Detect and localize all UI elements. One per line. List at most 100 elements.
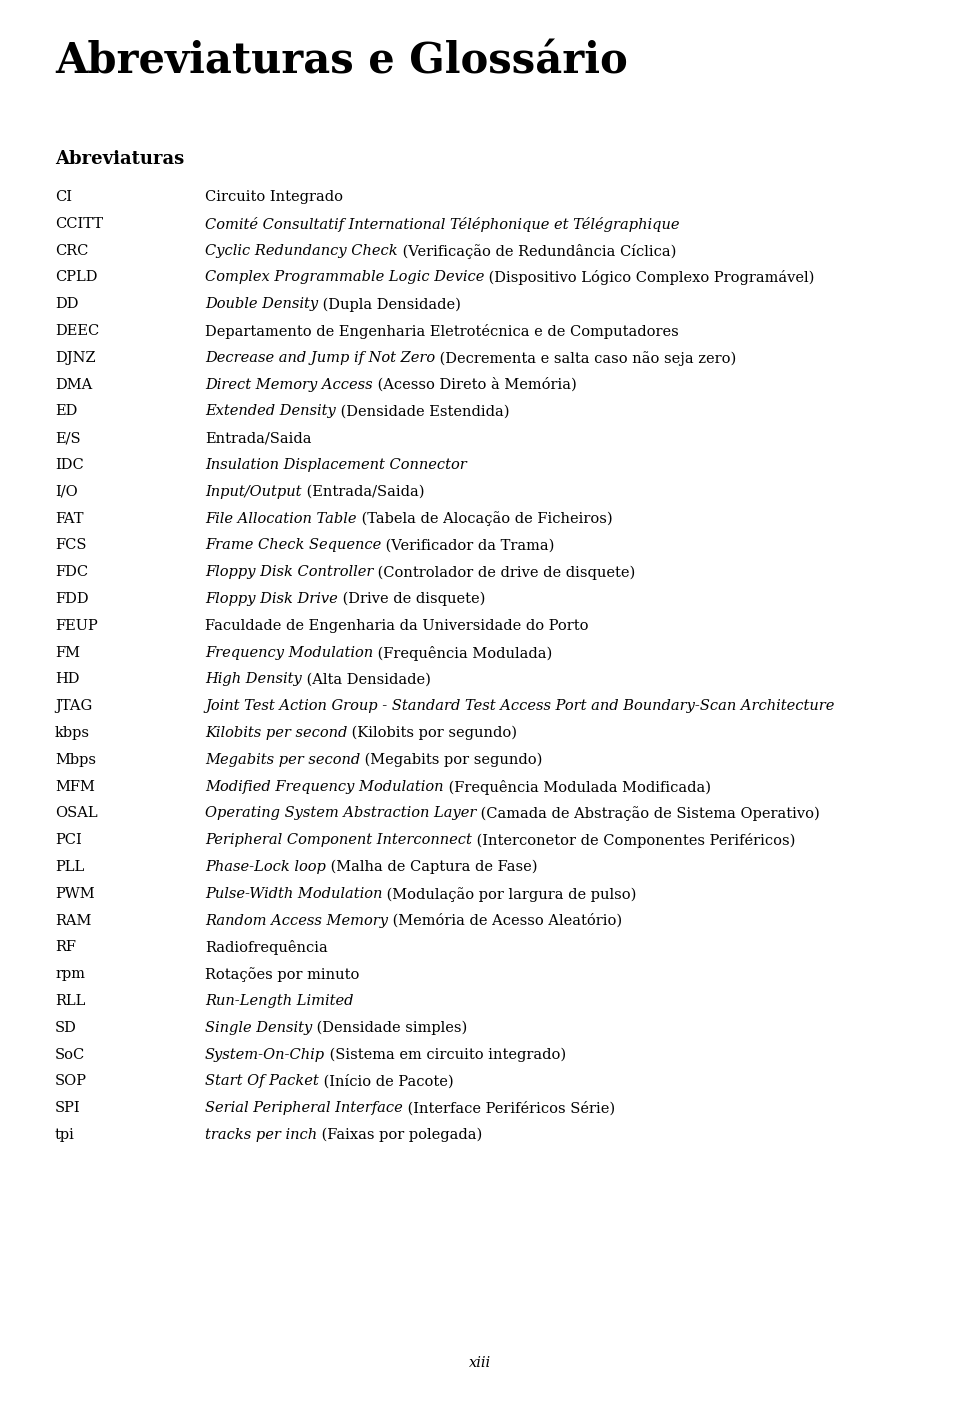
Text: DJNZ: DJNZ [55,351,96,365]
Text: Radiofrequência: Radiofrequência [205,940,327,955]
Text: Mbps: Mbps [55,753,96,767]
Text: (Memória de Acesso Aleatório): (Memória de Acesso Aleatório) [388,913,622,927]
Text: rpm: rpm [55,967,85,981]
Text: (Controlador de drive de disquete): (Controlador de drive de disquete) [373,565,636,580]
Text: (Alta Densidade): (Alta Densidade) [301,673,431,687]
Text: RF: RF [55,940,76,954]
Text: Rotações por minuto: Rotações por minuto [205,967,359,982]
Text: (Camada de Abstração de Sistema Operativo): (Camada de Abstração de Sistema Operativ… [476,806,820,822]
Text: kbps: kbps [55,726,90,740]
Text: FCS: FCS [55,538,86,552]
Text: E/S: E/S [55,431,81,445]
Text: FDD: FDD [55,592,88,606]
Text: CI: CI [55,190,72,204]
Text: DD: DD [55,298,79,311]
Text: FDC: FDC [55,565,88,579]
Text: tpi: tpi [55,1128,75,1142]
Text: (Verificador da Trama): (Verificador da Trama) [381,538,555,552]
Text: Decrease and Jump if Not Zero: Decrease and Jump if Not Zero [205,351,435,365]
Text: Kilobits per second: Kilobits per second [205,726,348,740]
Text: Phase-Lock loop: Phase-Lock loop [205,860,325,874]
Text: SoC: SoC [55,1048,85,1062]
Text: Single Density: Single Density [205,1021,312,1035]
Text: File Allocation Table: File Allocation Table [205,511,356,525]
Text: Departamento de Engenharia Eletrotécnica e de Computadores: Departamento de Engenharia Eletrotécnica… [205,325,679,339]
Text: SD: SD [55,1021,77,1035]
Text: Peripheral Component Interconnect: Peripheral Component Interconnect [205,833,472,847]
Text: Complex Programmable Logic Device: Complex Programmable Logic Device [205,270,485,284]
Text: OSAL: OSAL [55,806,98,821]
Text: HD: HD [55,673,80,687]
Text: (Frequência Modulada): (Frequência Modulada) [373,646,552,660]
Text: DMA: DMA [55,378,92,392]
Text: Frequency Modulation: Frequency Modulation [205,646,373,659]
Text: Frame Check Sequence: Frame Check Sequence [205,538,381,552]
Text: (Acesso Direto à Memória): (Acesso Direto à Memória) [372,378,576,392]
Text: ED: ED [55,405,78,419]
Text: Circuito Integrado: Circuito Integrado [205,190,343,204]
Text: CPLD: CPLD [55,270,98,284]
Text: CRC: CRC [55,243,88,257]
Text: (Modulação por largura de pulso): (Modulação por largura de pulso) [382,887,636,902]
Text: High Density: High Density [205,673,301,687]
Text: Operating System Abstraction Layer: Operating System Abstraction Layer [205,806,476,821]
Text: tracks per inch: tracks per inch [205,1128,317,1142]
Text: Extended Density: Extended Density [205,405,336,419]
Text: Start Of Packet: Start Of Packet [205,1075,319,1089]
Text: System-On-Chip: System-On-Chip [205,1048,325,1062]
Text: Joint Test Action Group - Standard Test Access Port and Boundary-Scan Architectu: Joint Test Action Group - Standard Test … [205,700,834,714]
Text: Input/Output: Input/Output [205,485,301,499]
Text: Modified Frequency Modulation: Modified Frequency Modulation [205,780,444,794]
Text: (Densidade simples): (Densidade simples) [312,1021,468,1035]
Text: (Início de Pacote): (Início de Pacote) [319,1075,453,1089]
Text: (Interconetor de Componentes Periféricos): (Interconetor de Componentes Periféricos… [472,833,795,849]
Text: RAM: RAM [55,913,91,927]
Text: FAT: FAT [55,511,84,525]
Text: MFM: MFM [55,780,95,794]
Text: Double Density: Double Density [205,298,318,311]
Text: (Sistema em circuito integrado): (Sistema em circuito integrado) [325,1048,566,1062]
Text: DEEC: DEEC [55,325,99,339]
Text: (Decrementa e salta caso não seja zero): (Decrementa e salta caso não seja zero) [435,351,736,365]
Text: SOP: SOP [55,1075,87,1089]
Text: (Dupla Densidade): (Dupla Densidade) [318,298,461,312]
Text: xiii: xiii [468,1356,492,1370]
Text: Direct Memory Access: Direct Memory Access [205,378,372,392]
Text: Floppy Disk Controller: Floppy Disk Controller [205,565,373,579]
Text: FM: FM [55,646,80,659]
Text: Faculdade de Engenharia da Universidade do Porto: Faculdade de Engenharia da Universidade … [205,618,588,632]
Text: (Faixas por polegada): (Faixas por polegada) [317,1128,482,1142]
Text: (Densidade Estendida): (Densidade Estendida) [336,405,509,419]
Text: Comité Consultatif International Téléphonique et Télégraphique: Comité Consultatif International Télépho… [205,216,680,232]
Text: Floppy Disk Drive: Floppy Disk Drive [205,592,338,606]
Text: PWM: PWM [55,887,95,901]
Text: (Tabela de Alocação de Ficheiros): (Tabela de Alocação de Ficheiros) [356,511,612,527]
Text: (Drive de disquete): (Drive de disquete) [338,592,485,607]
Text: (Dispositivo Lógico Complexo Programável): (Dispositivo Lógico Complexo Programável… [485,270,815,285]
Text: SPI: SPI [55,1102,81,1116]
Text: IDC: IDC [55,458,84,472]
Text: (Interface Periféricos Série): (Interface Periféricos Série) [403,1102,614,1116]
Text: JTAG: JTAG [55,700,92,714]
Text: Cyclic Redundancy Check: Cyclic Redundancy Check [205,243,397,257]
Text: Pulse-Width Modulation: Pulse-Width Modulation [205,887,382,901]
Text: PCI: PCI [55,833,82,847]
Text: I/O: I/O [55,485,78,499]
Text: Entrada/Saida: Entrada/Saida [205,431,311,445]
Text: Run-Length Limited: Run-Length Limited [205,993,353,1007]
Text: Abreviaturas: Abreviaturas [55,150,184,169]
Text: (Entrada/Saida): (Entrada/Saida) [301,485,424,499]
Text: RLL: RLL [55,993,85,1007]
Text: (Megabits por segundo): (Megabits por segundo) [360,753,542,767]
Text: CCITT: CCITT [55,216,103,230]
Text: Megabits per second: Megabits per second [205,753,360,767]
Text: (Malha de Captura de Fase): (Malha de Captura de Fase) [325,860,538,874]
Text: Serial Peripheral Interface: Serial Peripheral Interface [205,1102,403,1116]
Text: FEUP: FEUP [55,618,98,632]
Text: (Verificação de Redundância Cíclica): (Verificação de Redundância Cíclica) [397,243,676,259]
Text: Random Access Memory: Random Access Memory [205,913,388,927]
Text: (Frequência Modulada Modificada): (Frequência Modulada Modificada) [444,780,710,795]
Text: Abreviaturas e Glossário: Abreviaturas e Glossário [55,39,628,81]
Text: (Kilobits por segundo): (Kilobits por segundo) [348,726,517,740]
Text: PLL: PLL [55,860,84,874]
